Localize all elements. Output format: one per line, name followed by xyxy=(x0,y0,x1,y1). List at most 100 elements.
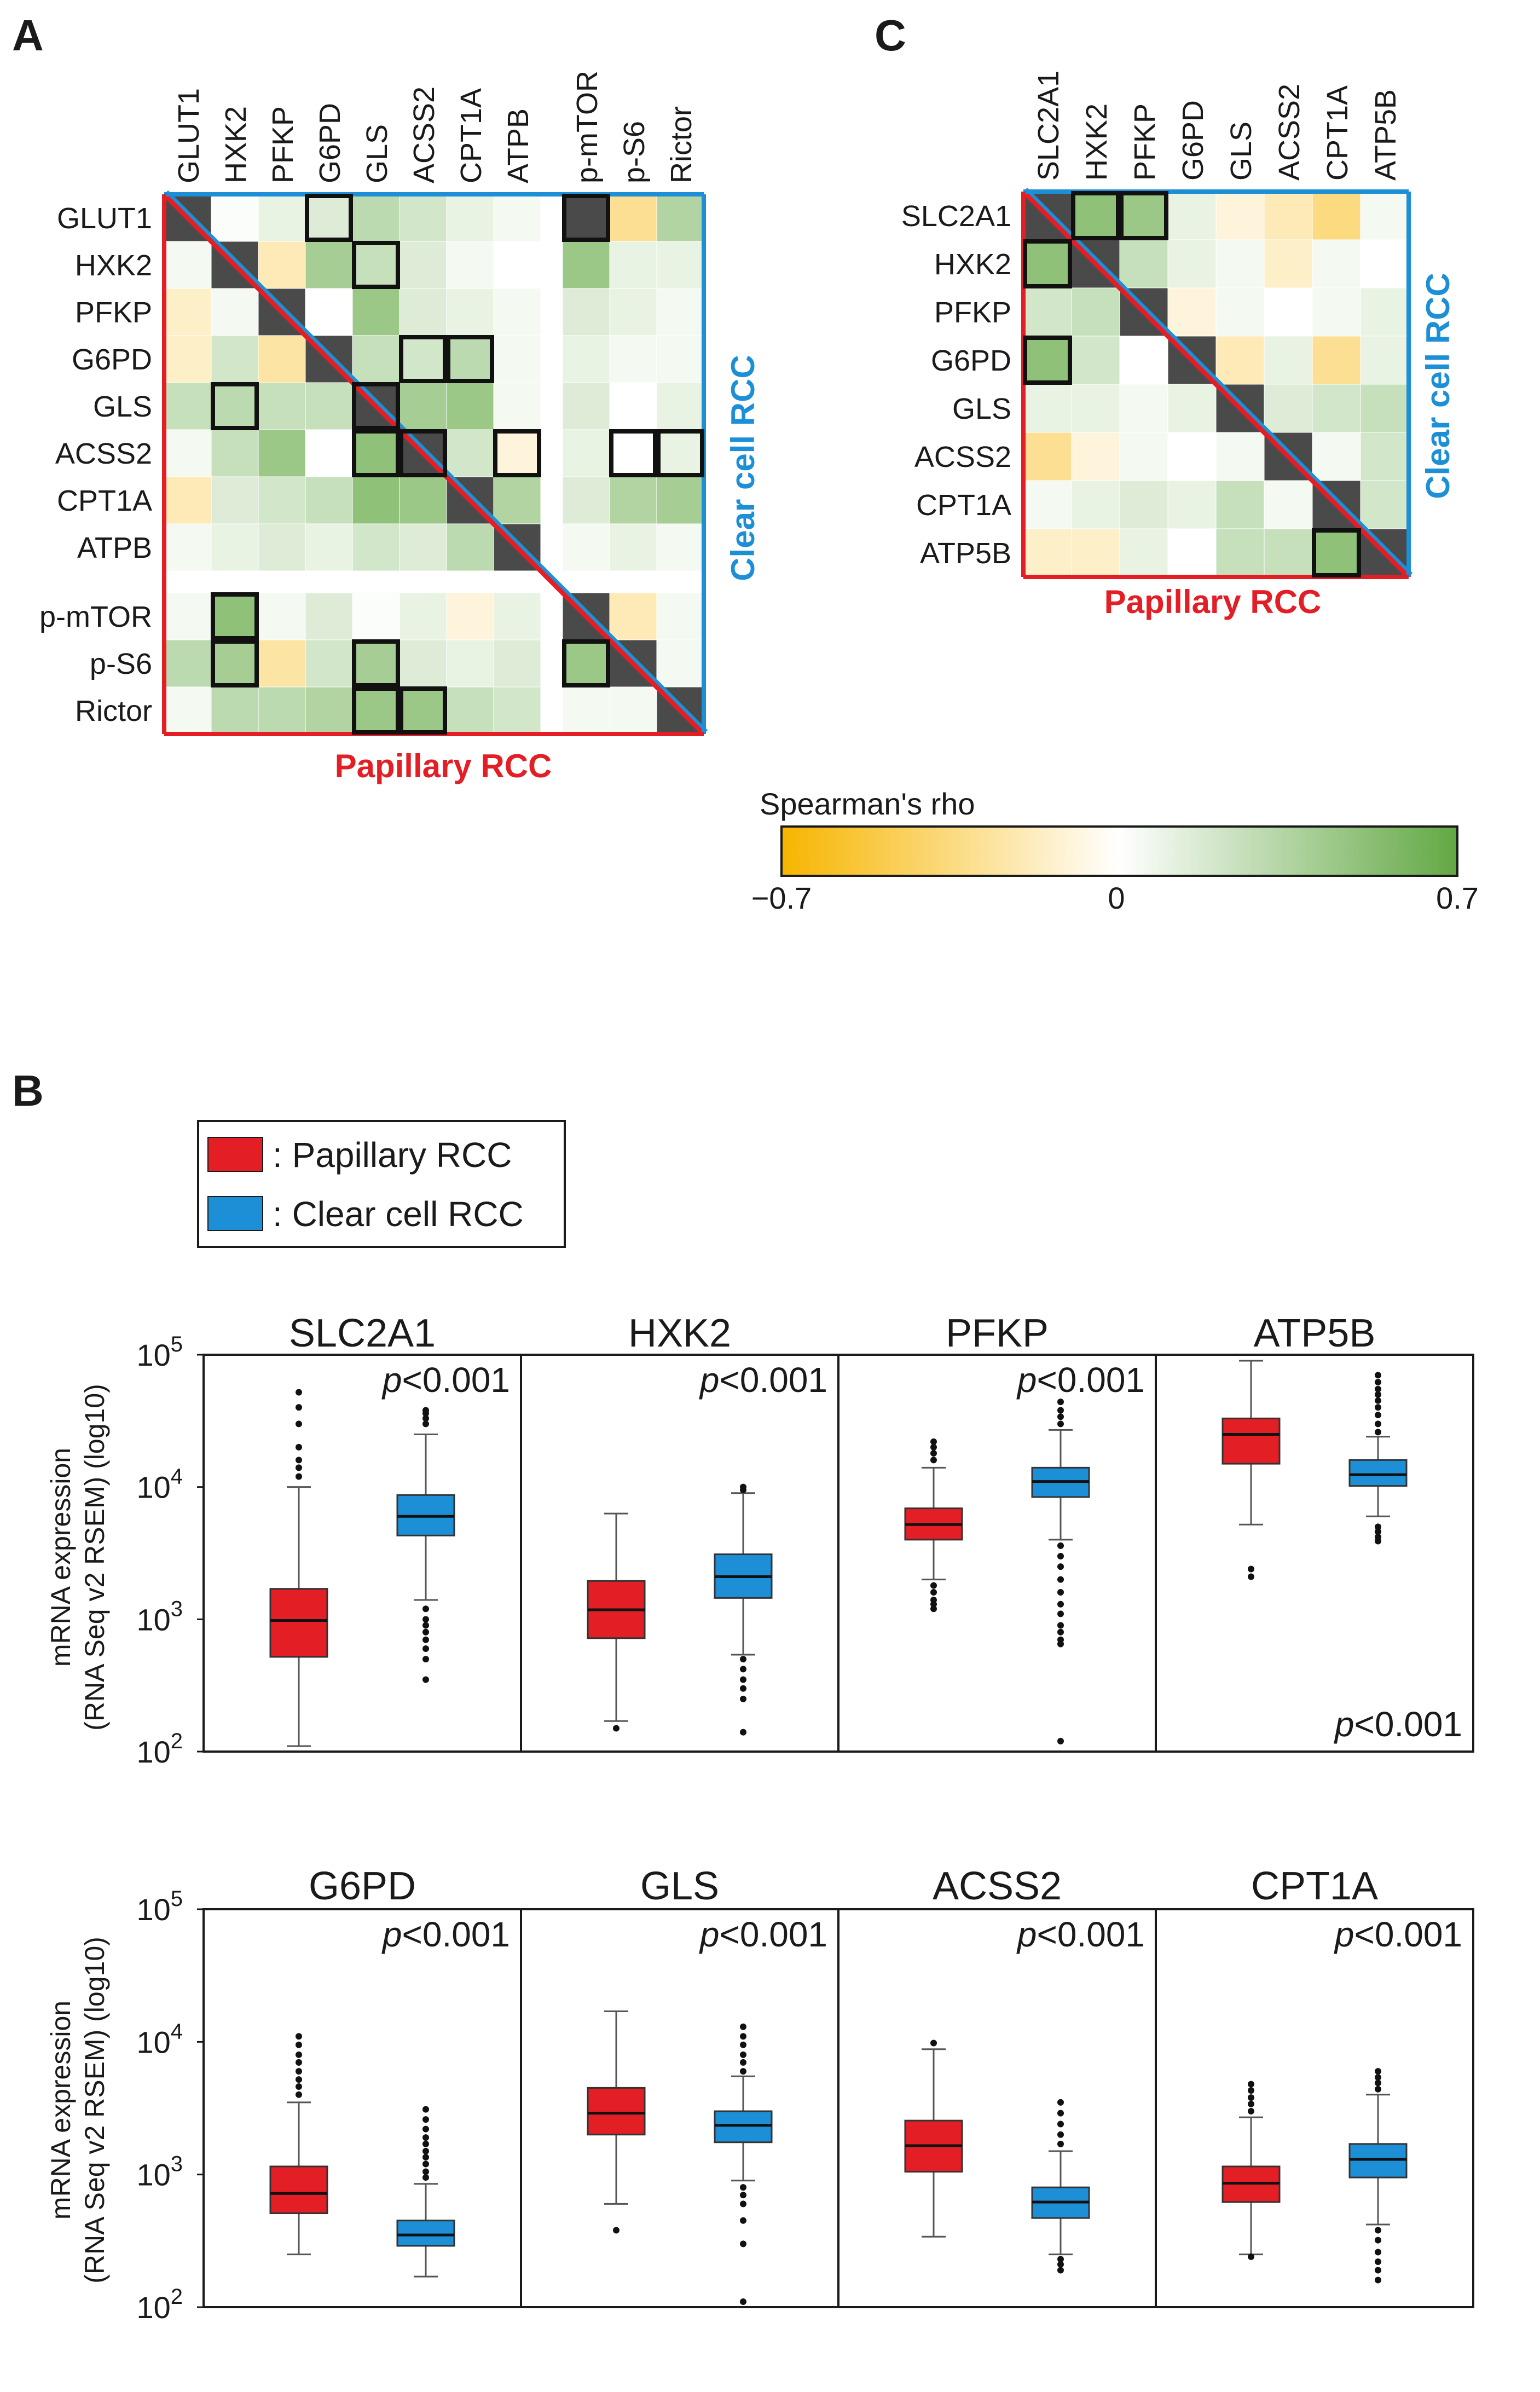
cell-ATPB-GLUT1 xyxy=(164,523,212,571)
clear_cell-box xyxy=(1348,1459,1408,1487)
gene-title: ACSS2 xyxy=(933,1864,1062,1908)
clear_cell-outlier xyxy=(1375,1391,1381,1398)
cell-GLS-Rictor xyxy=(656,382,704,430)
y-tick-label: 105 xyxy=(136,1332,183,1372)
clear_cell-outlier xyxy=(1057,1420,1064,1428)
cell-G6PD-SLC2A1 xyxy=(1023,336,1072,385)
papillary-outlier xyxy=(930,1582,937,1589)
cell-G6PD-Rictor xyxy=(656,335,704,383)
papillary-outlier xyxy=(296,1464,302,1471)
papillary-outlier xyxy=(296,2041,302,2048)
cell-HXK2-PFKP xyxy=(258,241,306,289)
cell-PFKP-GLS xyxy=(1215,287,1265,337)
panel-frame xyxy=(837,1354,1157,1753)
colorbar-gradient xyxy=(780,825,1458,877)
cell-HXK2-CPT1A xyxy=(1312,239,1361,288)
clear_cell-outlier xyxy=(1057,2267,1064,2274)
cell-SLC2A1-ATP5B xyxy=(1360,191,1409,240)
heatmap-c-papillary-label: Papillary RCC xyxy=(1104,583,1322,620)
cell-G6PD-CPT1A xyxy=(446,335,494,383)
clear_cell-outlier xyxy=(422,2154,429,2161)
panel-frame xyxy=(520,1354,840,1753)
colorbar-mid: 0 xyxy=(1108,881,1125,915)
cell-GLUT1-PFKP xyxy=(258,194,306,242)
cell-CPT1A-ATP5B xyxy=(1360,480,1409,529)
cell-PFKP-ACSS2 xyxy=(399,288,447,336)
clear_cell-outlier xyxy=(740,2240,746,2247)
papillary-outlier xyxy=(1248,1573,1254,1580)
y-tick-label: 102 xyxy=(136,2285,183,2325)
papillary-outlier xyxy=(296,2051,302,2058)
boxplot-panel-GLS: GLS p<0.001 xyxy=(520,1864,840,2308)
clear_cell-outlier xyxy=(740,1666,746,1673)
cell-ACSS2-PFKP xyxy=(258,429,306,477)
cell-HXK2-G6PD xyxy=(1167,239,1217,288)
cell-GLS-HXK2 xyxy=(211,382,259,430)
cell-ATP5B-G6PD xyxy=(1167,528,1217,577)
y-tick-exponent: 2 xyxy=(171,1729,183,1753)
clear_cell-outlier xyxy=(422,2168,429,2175)
col-label-p-S6: p-S6 xyxy=(618,121,651,183)
clear_cell-outlier xyxy=(422,2125,429,2133)
clear_cell-outlier xyxy=(1375,2227,1381,2234)
cell-ATPB-HXK2 xyxy=(211,523,259,571)
significance-box xyxy=(352,241,400,289)
papillary-outlier xyxy=(1248,2087,1254,2094)
cell-ACSS2-PFKP xyxy=(1119,432,1168,481)
cell-G6PD-ACSS2 xyxy=(1264,336,1313,385)
clear_cell-outlier xyxy=(1375,1397,1381,1404)
cell-ATPB-GLS xyxy=(352,523,400,571)
papillary-outlier xyxy=(1248,2108,1254,2115)
cell-p-S6-G6PD xyxy=(305,639,353,687)
cell-CPT1A-p-mTOR xyxy=(562,476,610,524)
cell-ATPB-PFKP xyxy=(258,523,306,571)
cell-HXK2-ATPB xyxy=(493,241,541,289)
cell-PFKP-Rictor xyxy=(656,288,704,336)
p-value: p<0.001 xyxy=(699,1360,827,1400)
cell-GLUT1-p-S6 xyxy=(609,194,657,242)
row-label-GLS: GLS xyxy=(952,392,1011,425)
clear_cell-outlier xyxy=(1375,1523,1381,1530)
col-label-GLUT1: GLUT1 xyxy=(172,88,205,183)
cell-PFKP-CPT1A xyxy=(1312,287,1361,337)
cell-ATP5B-SLC2A1 xyxy=(1023,528,1072,577)
clear_cell-outlier xyxy=(1375,2068,1381,2075)
diagonal-line-papillary xyxy=(1021,189,1411,579)
cell-ACSS2-CPT1A xyxy=(1312,432,1361,481)
cell-p-S6-CPT1A xyxy=(446,639,494,687)
legend-label-clear-cell: : Clear cell RCC xyxy=(273,1194,524,1234)
clear_cell-outlier xyxy=(1057,1610,1064,1617)
papillary-outlier xyxy=(930,1601,937,1608)
clear_cell-outlier xyxy=(1057,2099,1064,2106)
clear_cell-outlier xyxy=(1057,2140,1064,2147)
cell-HXK2-ACSS2 xyxy=(1264,239,1313,288)
clear_cell-outlier xyxy=(1057,1542,1064,1549)
cell-ACSS2-HXK2 xyxy=(211,429,259,477)
colorbar-title: Spearman's rho xyxy=(760,787,975,821)
cell-p-S6-p-mTOR xyxy=(562,639,610,687)
clear_cell-outlier xyxy=(1057,1737,1064,1744)
clear_cell-outlier xyxy=(740,1676,746,1683)
cell-Rictor-G6PD xyxy=(305,686,353,735)
cell-CPT1A-ATPB xyxy=(493,476,541,524)
clear_cell-outlier xyxy=(422,2160,429,2168)
cell-p-mTOR-ACSS2 xyxy=(399,592,447,640)
col-label-ATP5B: ATP5B xyxy=(1369,89,1402,181)
diagonal-line-papillary xyxy=(162,192,706,736)
legend-swatch-papillary xyxy=(207,1137,263,1172)
cell-CPT1A-GLUT1 xyxy=(164,476,212,524)
cell-ACSS2-SLC2A1 xyxy=(1023,432,1072,481)
boxplot-ylabel-row1-line2: (RNA Seq v2 RSEM) (log10) xyxy=(79,1384,110,1731)
cell-p-mTOR-GLUT1 xyxy=(164,592,212,640)
cell-G6PD-PFKP xyxy=(258,335,306,383)
papillary-outlier xyxy=(613,1725,620,1732)
clear_cell-outlier xyxy=(740,2192,746,2199)
cell-CPT1A-PFKP xyxy=(258,476,306,524)
significance-box xyxy=(352,382,400,430)
clear_cell-outlier xyxy=(740,2068,746,2075)
clear_cell-outlier xyxy=(740,2051,746,2058)
col-label-CPT1A: CPT1A xyxy=(455,88,488,183)
cell-p-S6-ACSS2 xyxy=(399,639,447,687)
cell-GLUT1-CPT1A xyxy=(446,194,494,242)
